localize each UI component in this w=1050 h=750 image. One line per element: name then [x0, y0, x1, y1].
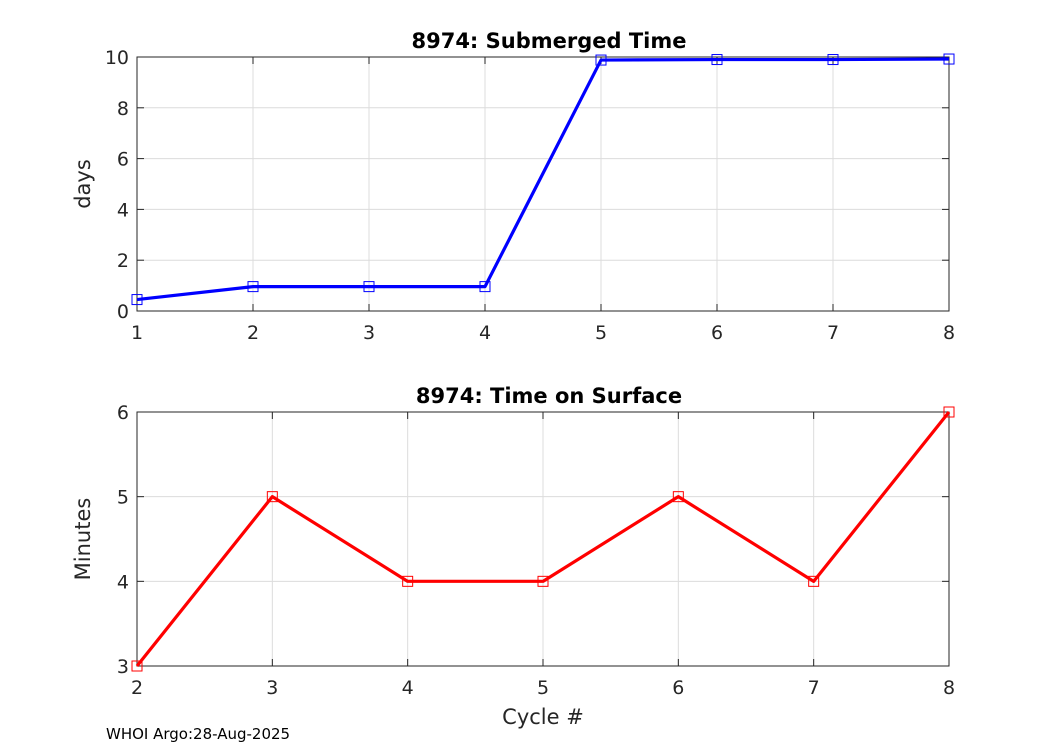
surface-x-tick-label: 4 — [402, 677, 414, 699]
submerged-y-tick-label: 8 — [117, 98, 129, 120]
surface-y-tick-label: 5 — [117, 487, 129, 509]
submerged-series-line — [136, 57, 950, 302]
submerged-chart-title: 8974: Submerged Time — [411, 29, 686, 53]
surface-x-tick-label: 6 — [672, 677, 684, 699]
submerged-data-point — [247, 281, 259, 293]
surface-y-tick-label: 4 — [117, 571, 129, 593]
surface-y-tick-label: 6 — [117, 402, 129, 424]
surface-x-tick-label: 2 — [131, 677, 143, 699]
surface-data-point — [808, 575, 820, 587]
submerged-x-tick-label: 5 — [595, 322, 607, 344]
submerged-data-point — [827, 54, 839, 66]
submerged-data-point — [363, 281, 375, 293]
surface-data-point — [537, 575, 549, 587]
footer-credit: WHOI Argo:28-Aug-2025 — [106, 725, 291, 743]
submerged-x-tick-label: 6 — [711, 322, 723, 344]
surface-x-tick-label: 8 — [943, 677, 955, 699]
surface-data-point — [402, 575, 414, 587]
surface-data-point — [672, 491, 684, 503]
surface-x-tick-label: 3 — [266, 677, 278, 699]
submerged-data-point — [595, 54, 607, 66]
submerged-x-tick-label: 7 — [827, 322, 839, 344]
surface-y-axis-label: Minutes — [71, 498, 95, 581]
surface-y-tick-label: 3 — [117, 656, 129, 678]
submerged-time-chart: 1 2 3 4 5 6 7 8 0 2 4 6 8 10 8974: Submerged Time days — [71, 29, 955, 344]
submerged-y-tick-label: 2 — [117, 250, 129, 272]
surface-chart-title: 8974: Time on Surface — [416, 384, 682, 408]
submerged-y-axis-label: days — [71, 159, 95, 209]
surface-x-axis-label: Cycle # — [502, 705, 584, 729]
submerged-axes-box — [136, 56, 950, 312]
surface-data-point — [266, 491, 278, 503]
surface-x-tick-label: 5 — [537, 677, 549, 699]
submerged-x-tick-label: 4 — [479, 322, 491, 344]
surface-series-line — [135, 411, 951, 667]
submerged-x-tick-label: 3 — [363, 322, 375, 344]
surface-data-point — [943, 406, 955, 418]
submerged-y-tick-label: 0 — [117, 301, 129, 323]
submerged-x-tick-label: 8 — [943, 322, 955, 344]
submerged-data-point — [131, 294, 143, 306]
submerged-data-point — [711, 54, 723, 66]
submerged-plot-area — [137, 57, 949, 311]
surface-data-point — [131, 660, 143, 672]
submerged-y-tick-label: 4 — [117, 199, 129, 221]
submerged-x-tick-label: 1 — [131, 322, 143, 344]
surface-x-tick-label: 7 — [808, 677, 820, 699]
submerged-data-point — [943, 53, 955, 65]
submerged-x-tick-label: 2 — [247, 322, 259, 344]
submerged-data-point — [479, 281, 491, 293]
submerged-y-tick-label: 6 — [117, 149, 129, 171]
submerged-y-tick-label: 10 — [105, 47, 129, 69]
